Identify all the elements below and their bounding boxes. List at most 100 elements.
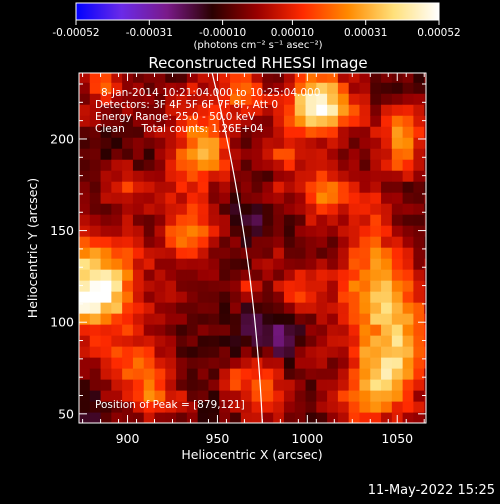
heatmap-cell <box>283 159 296 171</box>
heatmap-cell <box>219 192 231 204</box>
heatmap-cell <box>208 214 220 226</box>
heatmap-cell <box>165 93 177 105</box>
heatmap-cell <box>294 214 307 226</box>
heatmap-cell <box>154 192 166 204</box>
heatmap-cell <box>186 115 199 127</box>
heatmap-cell <box>197 302 210 314</box>
heatmap-cell <box>100 390 112 402</box>
heatmap-cell <box>186 104 199 116</box>
heatmap-cell <box>186 126 199 138</box>
heatmap-cell <box>337 181 350 193</box>
heatmap-cell <box>348 335 361 347</box>
heatmap-cell <box>283 335 296 347</box>
heatmap-cell <box>122 203 134 215</box>
heatmap-cell <box>111 159 123 171</box>
heatmap-cell <box>402 390 415 402</box>
heatmap-cell <box>273 170 285 182</box>
heatmap-cell <box>348 412 361 423</box>
heatmap-cell <box>132 82 145 94</box>
heatmap-cell <box>262 170 274 182</box>
heatmap-cell <box>79 181 91 193</box>
heatmap-cell <box>370 324 382 336</box>
heatmap-cell <box>132 313 145 325</box>
heatmap-cell <box>262 104 274 116</box>
heatmap-cell <box>100 93 112 105</box>
heatmap-cell <box>230 214 242 226</box>
heatmap-cell <box>402 401 415 413</box>
heatmap-cell <box>294 401 307 413</box>
heatmap-cell <box>208 82 220 94</box>
heatmap-cell <box>143 280 156 292</box>
heatmap-cell <box>283 225 296 237</box>
heatmap-cell <box>176 412 188 423</box>
heatmap-cell <box>122 137 134 149</box>
heatmap-cell <box>348 93 361 105</box>
heatmap-cell <box>197 258 210 270</box>
annotation-clean: Clean Total counts: 1.26E+04 <box>95 123 264 135</box>
heatmap-cell <box>381 170 393 182</box>
heatmap-cell <box>197 181 210 193</box>
heatmap-cell <box>327 291 339 303</box>
heatmap-cell <box>251 115 263 127</box>
heatmap-cell <box>391 225 404 237</box>
x-tick-label: 900 <box>116 431 140 446</box>
heatmap-cell <box>370 280 382 292</box>
heatmap-cell <box>230 412 242 423</box>
heatmap-cell <box>316 379 328 391</box>
heatmap-cell <box>165 269 177 281</box>
heatmap-cell <box>337 258 350 270</box>
heatmap-cell <box>230 126 242 138</box>
heatmap-cell <box>294 280 307 292</box>
heatmap-cell <box>240 269 253 281</box>
heatmap-cell <box>165 357 177 369</box>
heatmap-cell <box>132 170 145 182</box>
heatmap-cell <box>305 137 317 149</box>
heatmap-cell <box>154 357 166 369</box>
heatmap-cell <box>402 258 415 270</box>
heatmap-cell <box>251 104 263 116</box>
heatmap-cell <box>219 401 231 413</box>
heatmap-cell <box>305 401 317 413</box>
heatmap-cell <box>132 247 145 259</box>
heatmap-cell <box>273 214 285 226</box>
heatmap-cell <box>186 313 199 325</box>
heatmap-cell <box>327 203 339 215</box>
heatmap-cell <box>132 236 145 248</box>
heatmap-cell <box>327 225 339 237</box>
heatmap-cell <box>111 93 123 105</box>
heatmap-cell <box>176 247 188 259</box>
heatmap-cell <box>337 203 350 215</box>
heatmap-cell <box>186 412 199 423</box>
heatmap-cell <box>316 412 328 423</box>
heatmap-cell <box>219 137 231 149</box>
heatmap-cell <box>413 159 425 171</box>
heatmap-cell <box>197 192 210 204</box>
heatmap-cell <box>230 236 242 248</box>
heatmap-cell <box>337 401 350 413</box>
heatmap-cell <box>111 170 123 182</box>
heatmap-cell <box>132 357 145 369</box>
heatmap-cell <box>262 115 274 127</box>
heatmap-cell <box>122 346 134 358</box>
heatmap-cell <box>154 170 166 182</box>
heatmap-cell <box>348 346 361 358</box>
heatmap-cell <box>348 159 361 171</box>
heatmap-cell <box>132 137 145 149</box>
heatmap-cell <box>391 335 404 347</box>
heatmap-cell <box>197 324 210 336</box>
heatmap-cell <box>262 390 274 402</box>
heatmap-cell <box>197 73 210 83</box>
heatmap-cell <box>283 269 296 281</box>
heatmap-cell <box>111 203 123 215</box>
heatmap-cell <box>402 247 415 259</box>
heatmap-cell <box>208 357 220 369</box>
heatmap-cell <box>359 126 371 138</box>
heatmap-cell <box>413 181 425 193</box>
heatmap-cell <box>100 335 112 347</box>
heatmap-cell <box>176 291 188 303</box>
heatmap-cell <box>283 93 296 105</box>
heatmap-cell <box>186 324 199 336</box>
heatmap-cell <box>165 192 177 204</box>
heatmap-cell <box>424 73 426 83</box>
heatmap-cell <box>316 170 328 182</box>
